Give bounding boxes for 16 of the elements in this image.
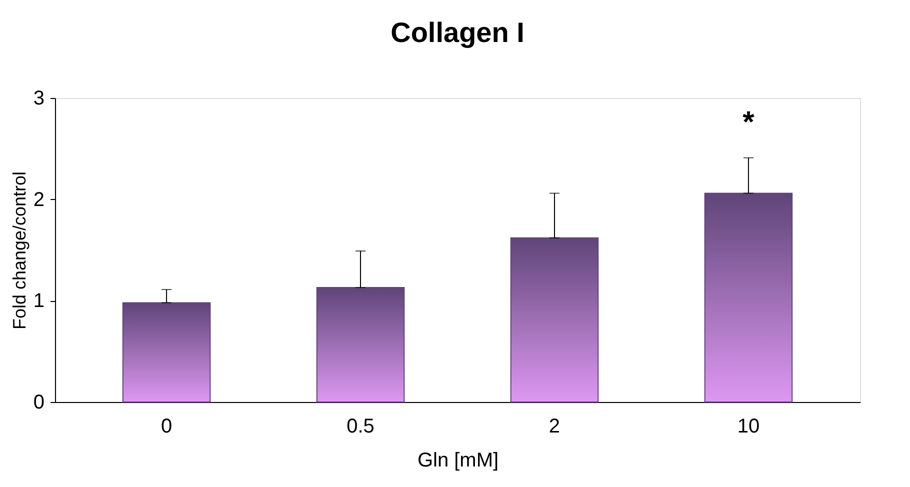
x-tick-label: 0.5 [346,416,374,438]
x-tick-label: 10 [737,416,760,438]
y-tick-label: 2 [33,188,44,211]
y-tick-label: 3 [33,88,44,110]
x-tick-label: 0 [160,416,172,438]
annotation: * [742,106,755,139]
bar [122,302,211,402]
bar [704,192,793,402]
bar [510,237,599,402]
x-tick-label: 2 [548,416,560,438]
x-axis-title: Gln [mM] [417,450,499,472]
chart-title: Collagen I [390,17,524,48]
bar [316,286,405,402]
y-tick-label: 0 [33,392,44,414]
y-axis-title: Fold change/control [9,171,30,330]
y-tick-label: 1 [33,290,44,312]
